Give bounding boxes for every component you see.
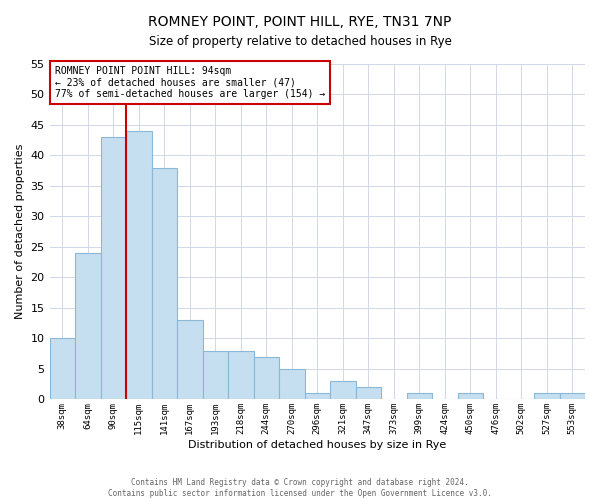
Bar xyxy=(458,394,483,400)
Text: Contains HM Land Registry data © Crown copyright and database right 2024.
Contai: Contains HM Land Registry data © Crown c… xyxy=(108,478,492,498)
Bar xyxy=(126,131,152,400)
Bar xyxy=(203,350,228,400)
Bar xyxy=(228,350,254,400)
Text: ROMNEY POINT POINT HILL: 94sqm
← 23% of detached houses are smaller (47)
77% of : ROMNEY POINT POINT HILL: 94sqm ← 23% of … xyxy=(55,66,325,99)
Bar xyxy=(560,394,585,400)
Bar xyxy=(407,394,432,400)
X-axis label: Distribution of detached houses by size in Rye: Distribution of detached houses by size … xyxy=(188,440,446,450)
Bar xyxy=(177,320,203,400)
Bar xyxy=(356,387,381,400)
Text: ROMNEY POINT, POINT HILL, RYE, TN31 7NP: ROMNEY POINT, POINT HILL, RYE, TN31 7NP xyxy=(148,15,452,29)
Text: Size of property relative to detached houses in Rye: Size of property relative to detached ho… xyxy=(149,35,451,48)
Bar xyxy=(254,356,279,400)
Bar xyxy=(330,381,356,400)
Bar xyxy=(305,394,330,400)
Bar xyxy=(101,137,126,400)
Bar xyxy=(279,369,305,400)
Bar xyxy=(75,253,101,400)
Bar xyxy=(534,394,560,400)
Y-axis label: Number of detached properties: Number of detached properties xyxy=(15,144,25,320)
Bar xyxy=(50,338,75,400)
Bar xyxy=(152,168,177,400)
